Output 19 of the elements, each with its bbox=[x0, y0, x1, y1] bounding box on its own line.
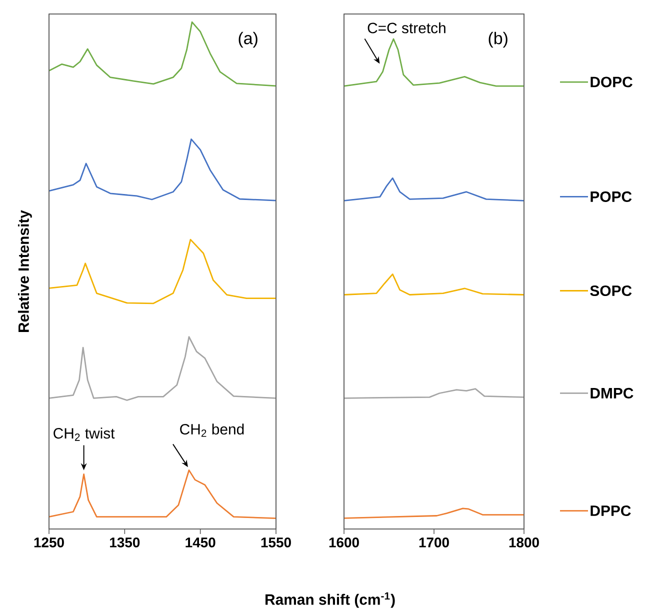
x-tick-label: 1800 bbox=[509, 537, 539, 548]
annotation: CH$_{2}$ bend bbox=[180, 424, 244, 437]
legend-label: SOPC bbox=[590, 285, 632, 296]
x-tick-label: 1350 bbox=[110, 537, 140, 548]
legend-label: DMPC bbox=[590, 388, 634, 398]
annotation: (a) bbox=[238, 32, 258, 48]
x-tick-label: 1250 bbox=[34, 537, 64, 548]
legend-label: DOPC bbox=[590, 76, 632, 88]
x-tick-label: 1550 bbox=[261, 537, 291, 548]
annotation: CH$_{2}$ twist bbox=[54, 428, 115, 441]
y-axis-title: Relative Intensity bbox=[18, 210, 32, 332]
x-tick-label: 1450 bbox=[186, 537, 216, 548]
legend-label: POPC bbox=[590, 191, 632, 202]
x-tick-label: 1600 bbox=[329, 537, 359, 548]
x-axis-title: Raman shift (cm$^{-1}$) bbox=[266, 592, 395, 608]
annotation: (b) bbox=[488, 32, 508, 48]
annotation: C=C stretch bbox=[368, 22, 446, 34]
x-tick-label: 1700 bbox=[419, 537, 449, 548]
legend-label: DPPC bbox=[590, 505, 631, 516]
